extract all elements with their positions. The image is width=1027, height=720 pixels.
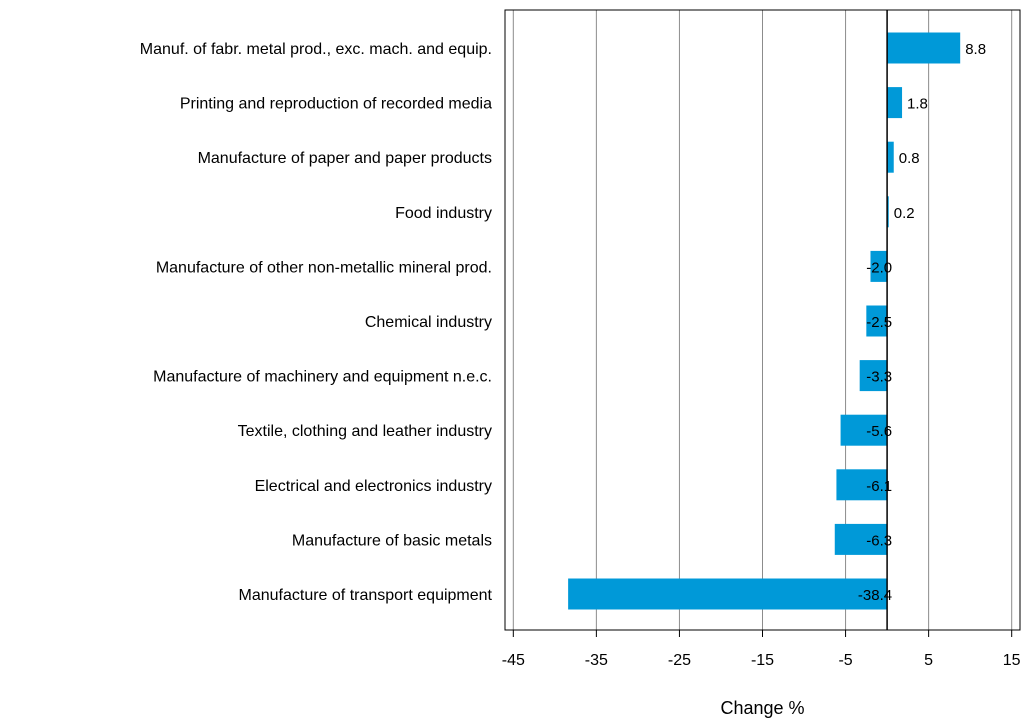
- x-tick-label: -5: [838, 652, 852, 669]
- x-tick-label: -35: [585, 652, 608, 669]
- category-label: Manufacture of paper and paper products: [198, 150, 492, 167]
- data-label: -2.0: [866, 259, 892, 276]
- data-label: -5.6: [866, 423, 892, 440]
- bar: [836, 469, 888, 501]
- data-label: 0.8: [899, 150, 920, 167]
- bar: [834, 523, 888, 555]
- category-label: Manufacture of transport equipment: [239, 587, 493, 604]
- category-labels: Manuf. of fabr. metal prod., exc. mach. …: [140, 41, 493, 604]
- category-label: Manuf. of fabr. metal prod., exc. mach. …: [140, 41, 492, 58]
- data-label: -2.5: [866, 314, 892, 331]
- bar: [859, 360, 888, 392]
- data-label: -6.3: [866, 532, 892, 549]
- category-label: Manufacture of basic metals: [292, 532, 492, 549]
- data-labels: 8.8 1.8 0.8 0.2 -2.0 -2.5 -3.3 -5.6 -6.1 -6.3 -38.…: [858, 41, 986, 604]
- bar: [887, 141, 894, 173]
- gridlines: [512, 10, 1013, 630]
- x-axis-title: Change %: [720, 698, 804, 718]
- category-label: Electrical and electronics industry: [255, 478, 492, 495]
- data-label: -38.4: [858, 587, 892, 604]
- x-tick-label: 5: [924, 652, 933, 669]
- bar: [887, 32, 961, 64]
- category-label: Textile, clothing and leather industry: [238, 423, 492, 440]
- bars: [568, 32, 961, 610]
- category-label: Chemical industry: [365, 314, 492, 331]
- bar: [887, 196, 889, 228]
- bar: [568, 578, 888, 610]
- bar: [887, 87, 903, 119]
- bar: [866, 305, 888, 337]
- x-tick-label: -45: [502, 652, 525, 669]
- bar: [840, 414, 888, 446]
- data-label: 0.2: [894, 205, 915, 222]
- category-label: Manufacture of machinery and equipment n…: [153, 369, 492, 386]
- category-label: Printing and reproduction of recorded me…: [180, 96, 492, 113]
- x-axis-ticks: -45 -35 -25 -15 -5 5 15: [502, 630, 1021, 669]
- category-label: Food industry: [395, 205, 492, 222]
- category-label: Manufacture of other non-metallic minera…: [156, 259, 492, 276]
- x-tick-label: -25: [668, 652, 691, 669]
- x-tick-label: -15: [751, 652, 774, 669]
- x-tick-label: 15: [1003, 652, 1021, 669]
- bar: [870, 250, 888, 282]
- data-label: 8.8: [965, 41, 986, 58]
- data-label: 1.8: [907, 96, 928, 113]
- data-label: -6.1: [866, 478, 892, 495]
- data-label: -3.3: [866, 369, 892, 386]
